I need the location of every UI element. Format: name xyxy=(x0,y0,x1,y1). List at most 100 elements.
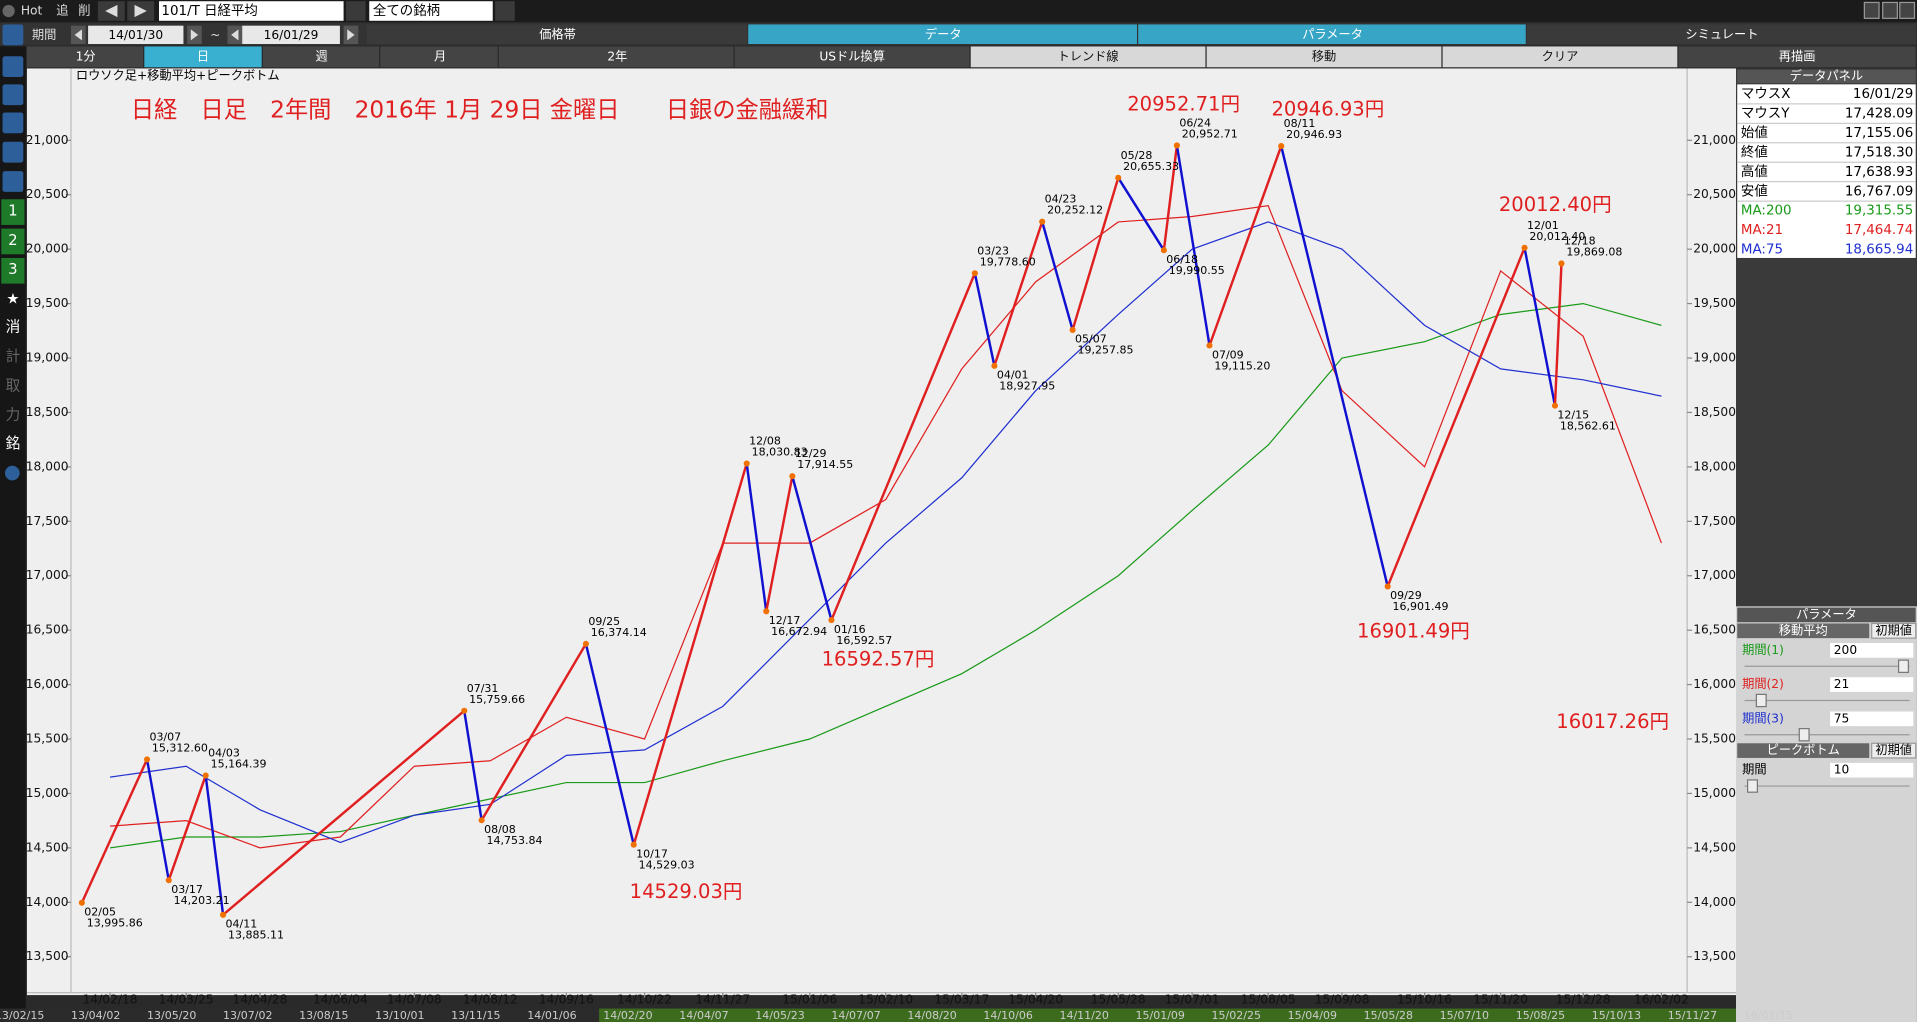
param-label: 期間(3) xyxy=(1742,711,1784,725)
toolbar-item[interactable]: Hot xyxy=(21,4,43,18)
slider-knob[interactable] xyxy=(1755,693,1767,708)
scroll-window[interactable] xyxy=(599,1008,1792,1022)
param-field[interactable] xyxy=(1830,711,1914,727)
tool-icon[interactable] xyxy=(2,112,24,134)
price-swing xyxy=(480,643,587,821)
peak-dot xyxy=(789,473,796,480)
tab-label: 価格帯 xyxy=(539,26,576,41)
param-panel xyxy=(1736,606,1917,1022)
window-button[interactable] xyxy=(1863,1,1880,19)
price-swing xyxy=(222,709,466,916)
tool-icon[interactable] xyxy=(2,141,24,163)
y-tick-label: 18,000 xyxy=(1693,459,1736,473)
tool-label: 取 xyxy=(6,377,21,394)
date-field[interactable] xyxy=(242,25,340,45)
param-field[interactable] xyxy=(1830,643,1914,658)
tab-label: シミュレート xyxy=(1685,27,1758,41)
peak-date: 12/01 xyxy=(1527,219,1559,232)
slider-knob[interactable] xyxy=(1897,659,1909,673)
timeframe-button[interactable] xyxy=(262,46,380,68)
panel-header xyxy=(1737,69,1916,84)
tool-button[interactable] xyxy=(1,199,25,225)
timeframe-label: 2年 xyxy=(607,49,627,63)
timeframe-button[interactable] xyxy=(26,46,144,68)
symbol-field[interactable] xyxy=(158,1,344,21)
tab[interactable] xyxy=(748,24,1137,45)
ma-line xyxy=(110,204,1663,849)
tool-button[interactable] xyxy=(1,403,25,430)
scroll-date: 13/02/15 xyxy=(0,1009,44,1022)
y-tick-label: 14,500 xyxy=(1693,840,1736,854)
tool-icon[interactable] xyxy=(2,84,24,106)
tool-button[interactable] xyxy=(1,374,25,400)
panel-value: 16,767.09 xyxy=(1845,184,1913,199)
peak-dot xyxy=(1115,174,1122,181)
toolbar-item[interactable]: 追 xyxy=(56,3,68,18)
reset-button[interactable] xyxy=(1871,622,1917,639)
peak-dot xyxy=(991,362,998,369)
peak-date: 04/03 xyxy=(208,747,240,760)
param-field[interactable] xyxy=(1830,762,1914,778)
dropdown[interactable] xyxy=(495,1,515,21)
timeframe-button[interactable] xyxy=(1206,46,1442,68)
y-tick-label: 16,500 xyxy=(1693,623,1736,637)
slider-knob[interactable] xyxy=(1747,779,1759,793)
peak-date: 05/07 xyxy=(1075,333,1107,346)
peak-value: 16,592.57 xyxy=(836,634,892,647)
y-tick-label: 16,000 xyxy=(1693,677,1736,691)
peak-value: 18,030.83 xyxy=(752,446,808,459)
y-tick-label: 21,000 xyxy=(1693,133,1736,147)
timeframe-button[interactable] xyxy=(970,46,1206,68)
tool-icon[interactable] xyxy=(2,171,24,192)
peak-date: 04/23 xyxy=(1045,193,1077,206)
tab[interactable] xyxy=(1138,24,1526,45)
price-swing xyxy=(204,775,225,915)
x-tick-label: 15/12/28 xyxy=(1556,992,1611,1006)
timeframe-label: 週 xyxy=(315,49,327,63)
arrow-icon xyxy=(190,29,199,41)
peak-value: 16,672.94 xyxy=(771,625,827,638)
param-value: 75 xyxy=(1834,711,1850,725)
scroll-date: 15/01/09 xyxy=(1136,1009,1185,1022)
tab[interactable] xyxy=(366,24,748,45)
tab[interactable] xyxy=(1526,24,1916,45)
tool-button[interactable] xyxy=(1,287,25,313)
callout: 20952.71円 xyxy=(1127,93,1240,116)
timeframe-button[interactable] xyxy=(1442,46,1678,68)
tool-button[interactable] xyxy=(1,228,25,255)
tool-button[interactable] xyxy=(1,257,25,284)
reset-button[interactable] xyxy=(1871,742,1917,759)
peak-value: 20,012.40 xyxy=(1529,230,1585,243)
tool-button[interactable] xyxy=(1,315,25,342)
tool-button[interactable] xyxy=(1,344,25,371)
timeframe-button[interactable] xyxy=(1678,46,1916,68)
price-swing xyxy=(973,273,996,367)
tool-label: 計 xyxy=(6,348,21,365)
timeframe-button[interactable] xyxy=(734,46,970,68)
peak-date: 08/11 xyxy=(1284,117,1316,130)
slider-knob[interactable] xyxy=(1798,727,1810,742)
date-field[interactable] xyxy=(88,25,184,45)
y-tick-label: 16,000 xyxy=(26,677,69,691)
tool-label: 消 xyxy=(6,319,21,336)
y-tick-label: 13,500 xyxy=(1693,949,1736,963)
universe-field[interactable] xyxy=(369,1,493,21)
peak-value: 20,952.71 xyxy=(1182,127,1238,140)
timeframe-button[interactable] xyxy=(498,46,734,68)
tool-button[interactable] xyxy=(1,431,25,458)
tool-icon[interactable] xyxy=(2,24,24,46)
param-field[interactable] xyxy=(1830,677,1914,692)
peak-value: 16,901.49 xyxy=(1393,600,1449,613)
peak-value: 14,529.03 xyxy=(639,859,695,872)
window-button[interactable] xyxy=(1882,1,1898,19)
tool-icon[interactable] xyxy=(2,56,24,78)
window-button[interactable] xyxy=(1899,1,1916,19)
toolbar-item[interactable]: 削 xyxy=(78,4,90,18)
dropdown[interactable] xyxy=(346,1,366,21)
settings-icon[interactable] xyxy=(4,465,20,481)
timeframe-button[interactable] xyxy=(380,46,498,68)
tool-label: 1 xyxy=(8,202,17,219)
timeframe-button[interactable] xyxy=(144,46,262,68)
price-swing xyxy=(993,221,1044,367)
